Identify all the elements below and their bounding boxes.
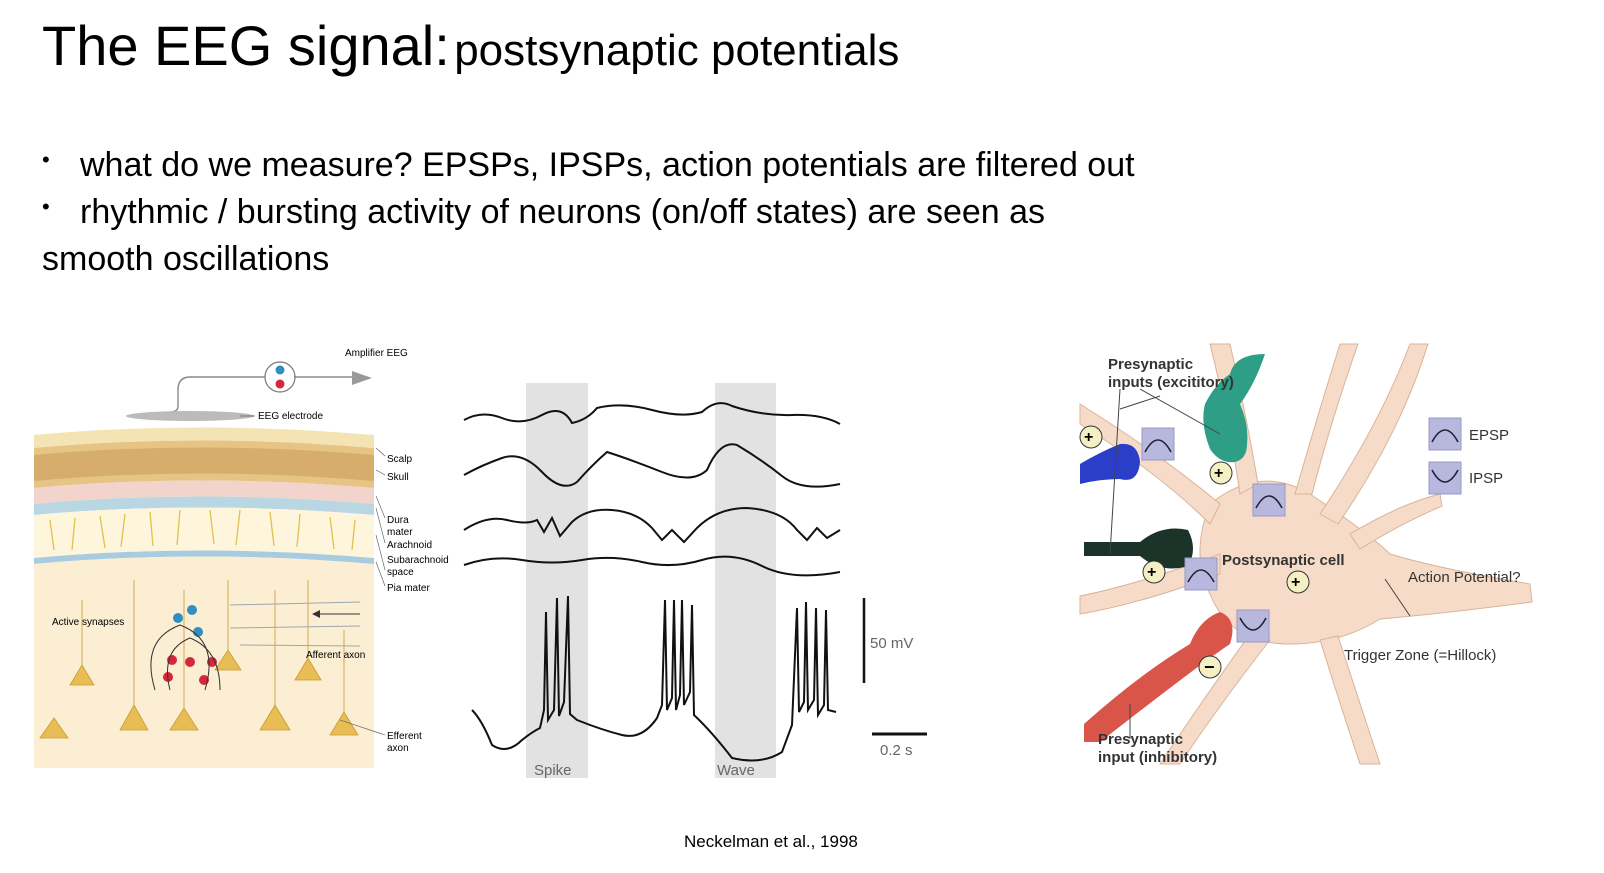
- label-wave: Wave: [717, 762, 755, 779]
- charge-minus: [173, 613, 183, 623]
- bullet-continuation: smooth oscillations: [42, 240, 330, 278]
- excitatory-blue-terminal: [1080, 443, 1140, 484]
- eeg-electrode: [126, 411, 254, 421]
- potential-waves: [1144, 429, 1459, 631]
- label-pre-inh-1: Presynaptic: [1098, 731, 1183, 748]
- eeg-traces-figure: 50 mV 0.2 s Spike Wave: [463, 383, 927, 779]
- eeg-trace-4: [463, 555, 841, 577]
- sign-icons: + + + + −: [1079, 425, 1310, 679]
- svg-text:+: +: [1214, 465, 1223, 482]
- excitatory-teal-terminal: [1203, 354, 1265, 463]
- title-main: The EEG signal:: [42, 14, 450, 77]
- label-amplifier: Amplifier EEG: [345, 348, 408, 359]
- label-action-potential: Action Potential?: [1408, 569, 1521, 586]
- label-pia: Pia mater: [387, 583, 430, 594]
- bullet-item: • what do we measure? EPSPs, IPSPs, actio…: [42, 142, 1442, 189]
- title-sub: postsynaptic potentials: [454, 26, 900, 75]
- scalp-layer: [34, 427, 374, 448]
- label-electrode: EEG electrode: [258, 411, 323, 422]
- svg-text:+: +: [1147, 564, 1156, 581]
- svg-text:−: −: [1204, 657, 1215, 677]
- label-02s: 0.2 s: [880, 742, 913, 759]
- cortex-layer: [34, 556, 374, 768]
- bullet-dot: •: [42, 194, 50, 219]
- spike-shade: [526, 383, 588, 778]
- label-spike: Spike: [534, 762, 572, 779]
- postsynaptic-neuron-diagram: + + + + − Presynaptic inputs (excititory…: [1079, 343, 1533, 766]
- plus-icon: [275, 379, 285, 389]
- bullet-item: • rhythmic / bursting activity of neurons…: [42, 189, 1442, 236]
- label-pre-inh-2: input (inhibitory): [1098, 749, 1217, 766]
- minus-icon: [275, 365, 285, 375]
- bullet-dot: •: [42, 147, 50, 172]
- label-afferent: Afferent axon: [306, 650, 365, 661]
- potential-boxes: [1141, 417, 1462, 643]
- neuron-group: [39, 580, 359, 739]
- label-pre-exc-1: Presynaptic: [1108, 356, 1193, 373]
- label-50mv: 50 mV: [870, 635, 913, 652]
- bullet-text: what do we measure? EPSPs, IPSPs, action…: [80, 146, 1135, 184]
- svg-text:+: +: [1291, 574, 1300, 591]
- wave-shade: [715, 383, 776, 778]
- label-active-synapses: Active synapses: [52, 617, 124, 628]
- label-axon: axon: [387, 743, 409, 754]
- citation: Neckelman et al., 1998: [684, 832, 858, 851]
- dura-layer: [34, 480, 374, 504]
- trace-group: [463, 402, 841, 762]
- bullet-text: rhythmic / bursting activity of neurons …: [80, 193, 1046, 231]
- charge-minus: [193, 627, 203, 637]
- slide-title: The EEG signal: postsynaptic potentials: [42, 18, 899, 74]
- label-trigger-zone: Trigger Zone (=Hillock): [1344, 647, 1496, 664]
- legend-ipsp: IPSP: [1469, 470, 1503, 487]
- bullet-list: • what do we measure? EPSPs, IPSPs, actio…: [42, 142, 1442, 283]
- label-subarachnoid: Subarachnoid: [387, 555, 449, 566]
- eeg-trace-3: [463, 506, 841, 544]
- label-space: space: [387, 567, 414, 578]
- label-arachnoid: Arachnoid: [387, 540, 432, 551]
- label-pre-exc-2: inputs (excititory): [1108, 374, 1234, 391]
- scalp-cortex-diagram: Amplifier EEG EEG electrode Scalp Skull …: [34, 348, 449, 768]
- intracellular-trace: [471, 595, 837, 762]
- eeg-trace-1: [463, 402, 841, 425]
- inhibitory-terminal: [1084, 612, 1233, 742]
- legend-epsp: EPSP: [1469, 427, 1509, 444]
- subarachnoid-layer: [34, 507, 374, 558]
- label-dura: Dura: [387, 515, 409, 526]
- label-mater: mater: [387, 527, 413, 538]
- label-skull: Skull: [387, 472, 409, 483]
- charge-plus: [185, 657, 195, 667]
- excitatory-dark-terminal: [1084, 528, 1193, 569]
- svg-text:+: +: [1084, 429, 1093, 446]
- pia-layer: [34, 550, 374, 564]
- postsynaptic-cell: [1079, 343, 1533, 765]
- eeg-trace-2: [463, 443, 841, 488]
- charge-minus: [187, 605, 197, 615]
- arrow-icon: [352, 371, 372, 385]
- label-efferent: Efferent: [387, 731, 422, 742]
- label-scalp: Scalp: [387, 454, 412, 465]
- label-postsynaptic: Postsynaptic cell: [1222, 552, 1345, 569]
- arachnoid-layer: [34, 496, 374, 515]
